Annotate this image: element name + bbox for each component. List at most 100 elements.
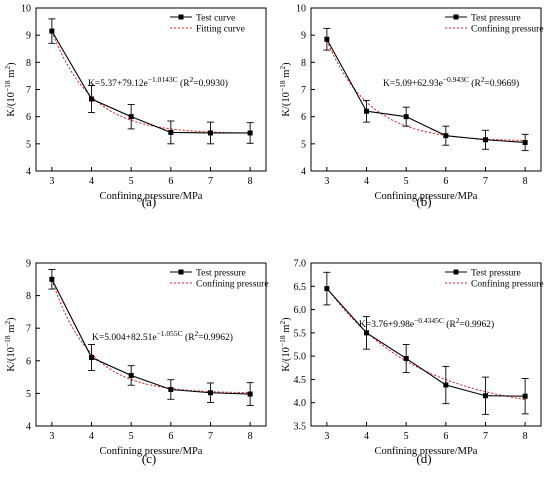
- y-axis-label: K/(10−18 m2): [278, 62, 292, 117]
- data-point: [128, 372, 134, 378]
- chart-panel-d: 3 4 5 6 7 8 3.5 4.0 4.5 5.0 5.5 6.0 6.5 7.0 Confining …: [278, 259, 544, 467]
- legend-marker: [178, 269, 184, 275]
- data-point: [403, 114, 409, 120]
- data-point: [443, 133, 449, 139]
- y-tick-label: 6: [26, 112, 31, 123]
- y-axis-label-part: ): [6, 62, 17, 66]
- test-curve-line: [326, 38, 526, 144]
- y-axis-label-part: m: [6, 325, 17, 336]
- y-axis-label-part: 2: [278, 66, 287, 70]
- legend-label-fit: Fitting curve: [196, 24, 245, 34]
- data-point: [49, 28, 55, 34]
- y-axis-label-part: −18: [3, 335, 12, 347]
- x-tick-label: 7: [208, 431, 213, 442]
- fit-equation-part: =0.9930): [193, 78, 228, 89]
- y-axis-label: K/(10−18 m2): [3, 62, 17, 117]
- y-tick-label: 4: [301, 167, 306, 178]
- y-tick-label: 4: [26, 422, 31, 433]
- y-tick-label: 8: [301, 58, 306, 69]
- x-tick-label: 4: [89, 431, 94, 442]
- chart-panel-a: 3 4 5 6 7 8 4 5 6 7 8 9 10 Confining pressure/MPa K/(1…: [3, 4, 267, 209]
- y-axis-label-part: ): [281, 62, 292, 66]
- data-point: [49, 276, 55, 282]
- legend-label-test: Test curve: [196, 13, 235, 23]
- data-point: [247, 391, 253, 397]
- data-point: [482, 137, 488, 143]
- legend-label-test: Test pressure: [196, 268, 246, 278]
- fit-equation-part: (R: [183, 332, 196, 343]
- y-axis-label-part: K/(10: [6, 347, 17, 372]
- chart-panel-b: 3 4 5 6 7 8 4 5 6 7 8 9 10 Confining pressure/MPa K/(1…: [278, 4, 544, 210]
- fit-equation-part: (R: [469, 78, 482, 89]
- y-tick-label: 7: [301, 85, 306, 96]
- y-tick-label: 3.5: [294, 422, 307, 433]
- y-tick-label: 4: [26, 167, 31, 178]
- x-tick-label: 3: [324, 431, 329, 442]
- fit-equation-part: 2: [195, 329, 199, 338]
- y-axis-label-part: ): [281, 317, 292, 321]
- fit-equation: K=5.09+62.93e−0.943C (R2=0.9669): [383, 75, 519, 89]
- data-point: [324, 286, 330, 292]
- y-tick-label: 8: [26, 291, 31, 302]
- y-axis-label: K/(10−18 m2): [278, 317, 292, 372]
- y-tick-label: 5.0: [294, 352, 307, 363]
- x-tick-label: 3: [49, 431, 54, 442]
- y-axis-label-part: K/(10: [6, 92, 17, 117]
- x-axis-label: Confining pressure/MPa: [100, 446, 203, 457]
- data-point: [168, 129, 174, 135]
- data-point: [207, 130, 213, 136]
- fit-equation-part: K=5.09+62.93e: [383, 79, 443, 89]
- y-axis-label-part: −18: [278, 335, 287, 347]
- legend-label-test: Test pressure: [471, 268, 521, 278]
- legend-marker: [453, 14, 459, 20]
- y-axis-label-part: 2: [3, 321, 12, 325]
- fit-equation-part: K=5.004+82.51e: [92, 333, 157, 343]
- x-tick-label: 7: [483, 176, 488, 187]
- y-tick-label: 6.5: [294, 282, 307, 293]
- data-point: [89, 96, 95, 102]
- fit-equation-part: (R: [178, 78, 191, 89]
- fitting-curve: [326, 40, 526, 141]
- data-point: [89, 355, 95, 361]
- legend-marker: [178, 14, 184, 20]
- plot-frame: [310, 262, 542, 427]
- fit-equation-part: K=5.37+79.12e: [88, 79, 148, 89]
- x-tick-label: 3: [324, 176, 329, 187]
- fit-equation-part: 2: [456, 316, 460, 325]
- fitting-curve: [51, 279, 251, 394]
- y-axis-label-part: K/(10: [281, 347, 292, 372]
- fit-equation: K=5.37+79.12e−1.0143C (R2=0.9930): [88, 75, 228, 89]
- fit-equation-part: −1.055C: [157, 329, 183, 338]
- x-tick-label: 4: [364, 431, 369, 442]
- data-point: [522, 393, 528, 399]
- x-tick-label: 7: [483, 431, 488, 442]
- legend-label-test: Test pressure: [471, 13, 521, 23]
- y-tick-label: 5: [26, 139, 31, 150]
- legend-marker: [453, 269, 459, 275]
- x-tick-label: 7: [208, 176, 213, 187]
- fit-equation-part: K=3.76+9.98e: [359, 320, 414, 330]
- y-tick-label: 7.0: [294, 259, 307, 270]
- x-tick-label: 8: [523, 431, 528, 442]
- x-tick-label: 5: [404, 176, 409, 187]
- y-tick-label: 5: [26, 389, 31, 400]
- y-axis-label-part: −18: [3, 80, 12, 92]
- legend-label-fit: Confining pressure: [196, 278, 269, 289]
- y-tick-label: 6.0: [294, 305, 307, 316]
- y-axis-label-part: m: [281, 70, 292, 81]
- test-curve-line: [51, 30, 251, 134]
- fit-equation-part: −0.4345C: [414, 316, 444, 325]
- y-tick-label: 8: [26, 58, 31, 69]
- y-axis-label-part: m: [6, 70, 17, 81]
- fit-equation-part: =0.9962): [198, 332, 233, 343]
- data-point: [482, 393, 488, 399]
- y-tick-label: 9: [26, 259, 31, 270]
- data-point: [364, 108, 370, 114]
- fit-equation-part: =0.9669): [485, 78, 520, 89]
- data-point: [128, 114, 134, 120]
- y-tick-label: 10: [21, 4, 31, 15]
- y-tick-label: 7: [26, 324, 31, 335]
- y-tick-label: 10: [296, 4, 306, 15]
- x-tick-label: 8: [523, 176, 528, 187]
